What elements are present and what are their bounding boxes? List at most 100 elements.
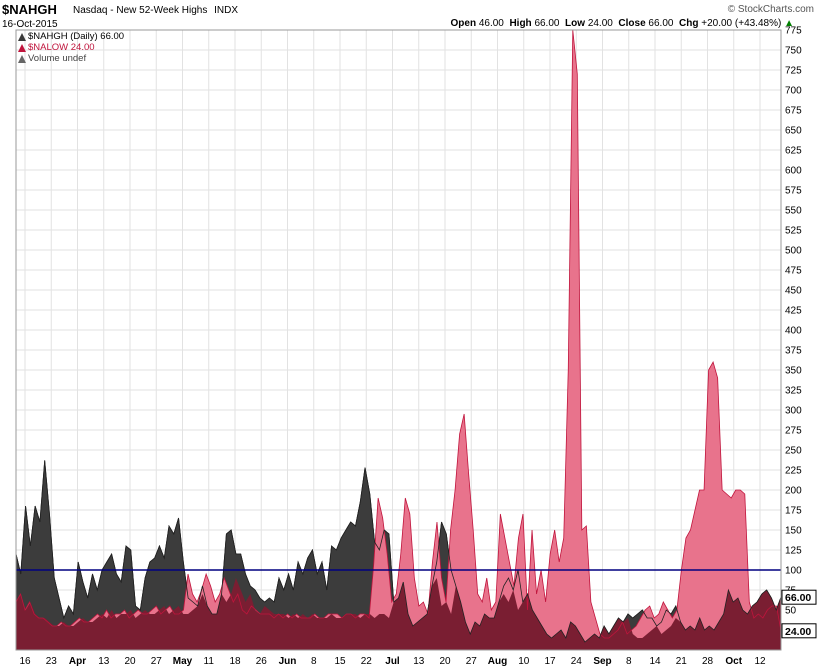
last-value-badge: 66.00 [781, 589, 817, 605]
x-tick-label: Oct [725, 656, 742, 667]
series-line-highs [15, 460, 782, 643]
x-tick-label: 8 [311, 656, 317, 667]
x-tick-label: May [173, 656, 193, 667]
y-tick-label: 225 [785, 466, 802, 477]
description-text: Nasdaq - New 52-Week Highs [73, 5, 208, 16]
x-tick-label: 24 [571, 656, 583, 667]
last-value-badge: 24.00 [781, 623, 817, 639]
chart-date: 16-Oct-2015 [2, 19, 58, 30]
triangle-icon [18, 32, 26, 41]
series-overlap-area [16, 578, 781, 650]
chg-value: +20.00 (+43.48%) [701, 18, 782, 29]
x-tick-label: 28 [702, 656, 714, 667]
low-value: 24.00 [587, 18, 613, 29]
x-tick-label: 16 [19, 656, 31, 667]
x-tick-label: 11 [204, 656, 215, 667]
legend-label: $NAHGH (Daily) 66.00 [28, 31, 125, 42]
y-tick-label: 50 [785, 606, 797, 617]
y-tick-label: 150 [785, 526, 802, 537]
high-label: High [509, 18, 532, 29]
y-tick-label: 100 [785, 566, 802, 577]
grid [16, 29, 781, 650]
legend-label: $NALOW 24.00 [28, 42, 95, 53]
close-value: 66.00 [648, 18, 674, 29]
x-tick-label: 27 [151, 656, 163, 667]
y-tick-label: 625 [785, 146, 802, 157]
chart-symbol: $NAHGH [2, 2, 57, 17]
chart-description: Nasdaq - New 52-Week Highs INDX [73, 5, 238, 16]
x-tick-label: 20 [439, 656, 451, 667]
y-tick-label: 275 [785, 426, 802, 437]
y-tick-label: 300 [785, 406, 802, 417]
triangle-icon [18, 54, 26, 63]
low-label: Low [565, 18, 586, 29]
x-tick-label: 27 [466, 656, 478, 667]
y-tick-label: 450 [785, 286, 802, 297]
y-tick-label: 325 [785, 386, 802, 397]
legend: $NAHGH (Daily) 66.00 $NALOW 24.00 Volume… [18, 31, 124, 64]
triangle-icon [18, 43, 26, 52]
x-tick-label: 17 [544, 656, 556, 667]
open-value: 46.00 [478, 18, 504, 29]
y-tick-label: 400 [785, 326, 802, 337]
y-tick-label: 550 [785, 206, 802, 217]
x-tick-label: 12 [754, 656, 766, 667]
copyright-text: © StockCharts.com [727, 4, 814, 15]
y-tick-label: 675 [785, 106, 802, 117]
x-tick-label: 10 [518, 656, 530, 667]
x-tick-label: 15 [334, 656, 346, 667]
x-tick-label: Sep [593, 656, 611, 667]
last-value-text: 24.00 [785, 626, 811, 638]
y-tick-label: 175 [785, 506, 802, 517]
series-area-lows [16, 30, 781, 650]
x-tick-label: 13 [413, 656, 425, 667]
series-areas [15, 29, 782, 651]
y-tick-label: 375 [785, 346, 802, 357]
up-arrow-icon: ▲ [784, 18, 794, 29]
series-line-lows [15, 29, 782, 639]
x-tick-label: 26 [256, 656, 268, 667]
y-tick-label: 350 [785, 366, 802, 377]
y-tick-label: 475 [785, 266, 802, 277]
last-value-labels: 66.00 24.00 [781, 589, 817, 639]
x-tick-label: 20 [124, 656, 136, 667]
y-tick-label: 775 [785, 26, 802, 37]
axes [15, 29, 782, 651]
x-tick-label: 18 [229, 656, 241, 667]
legend-label: Volume undef [28, 53, 87, 64]
x-tick-label: Jul [385, 656, 400, 667]
y-axis-tick-labels: 5075100125150175200225250275300325350375… [785, 26, 802, 617]
legend-item-lows: $NALOW 24.00 [18, 42, 124, 53]
x-tick-label: 21 [676, 656, 688, 667]
x-tick-label: Jun [279, 656, 297, 667]
close-label: Close [618, 18, 646, 29]
y-tick-label: 425 [785, 306, 802, 317]
x-tick-label: 8 [626, 656, 632, 667]
y-tick-label: 200 [785, 486, 802, 497]
exchange-text: INDX [214, 5, 239, 16]
x-tick-label: 14 [649, 656, 661, 667]
x-tick-label: 13 [98, 656, 110, 667]
y-tick-label: 750 [785, 46, 802, 57]
x-tick-label: Aug [488, 656, 507, 667]
y-tick-label: 700 [785, 86, 802, 97]
legend-item-highs: $NAHGH (Daily) 66.00 [18, 31, 124, 42]
chg-label: Chg [679, 18, 699, 29]
y-tick-label: 525 [785, 226, 802, 237]
y-tick-label: 600 [785, 166, 802, 177]
x-tick-label: Apr [69, 656, 86, 667]
quote-summary: Open 46.00 High 66.00 Low 24.00 Close 66… [451, 18, 795, 29]
high-value: 66.00 [534, 18, 560, 29]
y-tick-label: 575 [785, 186, 802, 197]
last-value-box [781, 623, 817, 639]
y-tick-label: 725 [785, 66, 802, 77]
y-tick-label: 125 [785, 546, 802, 557]
x-tick-label: 23 [46, 656, 58, 667]
x-axis-tick-labels: 16 23 Apr 13 20 27 May 11 18 26 Jun 8 15 22 Jul 13 20 27 A… [19, 656, 766, 667]
last-value-text: 66.00 [785, 592, 811, 604]
y-tick-label: 250 [785, 446, 802, 457]
y-tick-label: 650 [785, 126, 802, 137]
x-tick-label: 22 [361, 656, 373, 667]
open-label: Open [450, 18, 477, 29]
